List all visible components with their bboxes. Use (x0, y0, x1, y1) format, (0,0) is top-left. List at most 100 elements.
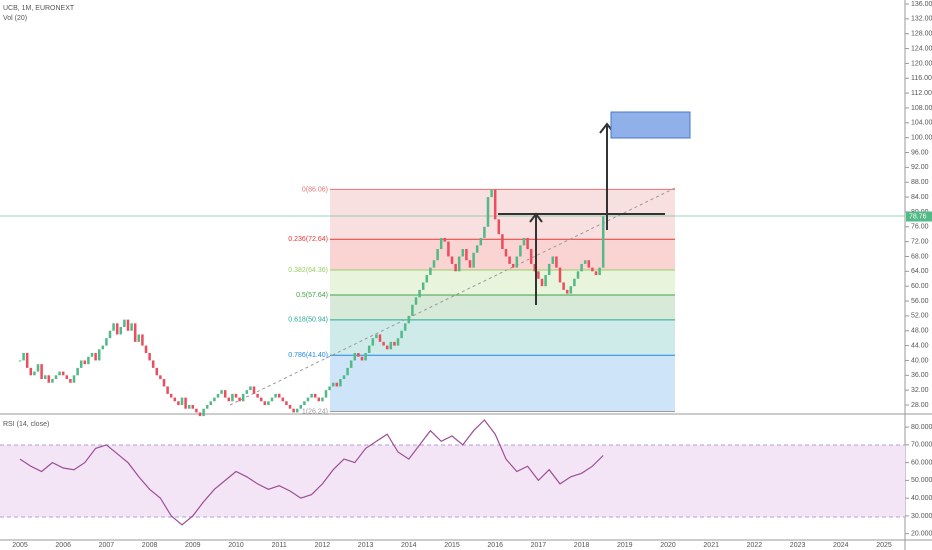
candle (360, 356, 364, 361)
candle (241, 393, 245, 402)
candle (461, 249, 465, 257)
x-tick-label: 2018 (574, 542, 590, 549)
candle (367, 345, 371, 354)
y-tick-label: 60.00 (911, 283, 929, 290)
candle (411, 304, 414, 316)
candle (425, 275, 429, 283)
x-tick-label: 2008 (142, 542, 158, 549)
candle (123, 319, 126, 328)
price-tag-label: 78.76 (909, 213, 927, 220)
candle (555, 256, 558, 268)
candle (249, 386, 252, 391)
candle (295, 408, 299, 413)
candle (126, 319, 130, 331)
y-tick-label: 92.00 (911, 164, 929, 171)
rsi-tick-label: 30.0000 (911, 513, 932, 520)
candle (51, 379, 54, 383)
candle (357, 353, 360, 357)
candle (90, 353, 94, 357)
candle (591, 267, 594, 272)
candle (285, 401, 288, 405)
x-tick-label: 2019 (617, 542, 633, 549)
candle (205, 405, 209, 409)
candle (493, 189, 497, 220)
candle (65, 375, 69, 380)
candle (375, 334, 378, 339)
candle (256, 393, 259, 398)
target-box (610, 111, 691, 139)
y-tick-label: 112.00 (911, 90, 932, 97)
x-tick-label: 2021 (703, 542, 719, 549)
candle (173, 397, 177, 402)
candle (400, 330, 403, 339)
candle (184, 397, 187, 409)
rsi-band (0, 445, 905, 517)
candle (313, 393, 317, 398)
candle (479, 237, 483, 246)
x-tick-label: 2006 (55, 542, 71, 549)
y-tick-label: 68.00 (911, 253, 929, 260)
fib-label: 0.236(72.64) (288, 236, 328, 243)
candle (238, 397, 241, 402)
candle (457, 256, 461, 272)
candle (252, 386, 256, 394)
candle (159, 375, 162, 380)
y-tick-label: 124.00 (911, 45, 932, 52)
x-tick-label: 2013 (358, 542, 374, 549)
candle (468, 260, 472, 268)
candle (511, 263, 515, 268)
y-tick-label: 84.00 (911, 194, 929, 201)
candle (346, 367, 349, 376)
candle (490, 189, 493, 198)
candle (105, 338, 108, 346)
candle (288, 405, 292, 409)
candle (115, 323, 119, 335)
candle (328, 386, 331, 391)
candle (267, 401, 270, 405)
x-tick-label: 2007 (99, 542, 115, 549)
candle (180, 397, 184, 405)
candle (33, 371, 36, 376)
candle (61, 371, 65, 376)
fib-label: 1(26.24) (302, 408, 328, 415)
y-tick-label: 128.00 (911, 31, 932, 38)
candle (202, 408, 205, 417)
candle (378, 334, 382, 342)
y-tick-label: 120.00 (911, 60, 932, 67)
candle (389, 341, 393, 350)
candle (601, 216, 605, 268)
candle (234, 393, 238, 398)
candle (303, 401, 306, 405)
candle (259, 397, 263, 402)
candle (598, 267, 601, 276)
candle (177, 401, 180, 405)
candle (414, 297, 418, 305)
candle (515, 256, 519, 268)
candle (529, 249, 533, 264)
candle (25, 353, 29, 368)
rsi-title: RSI (14, close) (3, 421, 49, 428)
candle (72, 375, 76, 383)
volume-label: Vol (20) (3, 15, 27, 22)
fib-label: 0.786(41.40) (288, 352, 328, 359)
fib-zone (330, 269, 675, 295)
candle (151, 360, 155, 368)
candle (223, 390, 227, 398)
candle (483, 226, 486, 238)
y-tick-label: 32.00 (911, 387, 929, 394)
candle (187, 405, 191, 409)
candle (324, 390, 328, 398)
rsi-tick-label: 20.0000 (911, 531, 932, 538)
candle (54, 375, 58, 380)
candle (36, 364, 40, 372)
candle (213, 397, 216, 402)
candle (281, 397, 285, 402)
candle (547, 263, 551, 276)
fib-zone (330, 319, 675, 356)
candle (349, 360, 353, 368)
candle (169, 393, 173, 398)
rsi-tick-label: 50.0000 (911, 477, 932, 484)
candle (216, 393, 220, 398)
candle (47, 375, 51, 383)
candle (310, 393, 313, 398)
